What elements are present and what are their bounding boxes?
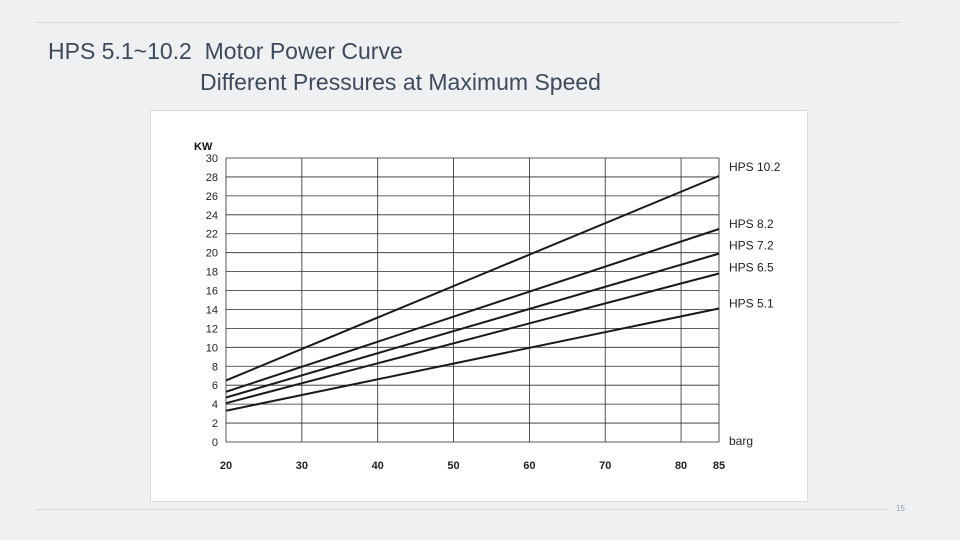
y-tick-label: 2 xyxy=(212,418,218,430)
y-tick-label: 8 xyxy=(212,361,218,373)
y-tick-label: 18 xyxy=(206,267,218,279)
y-tick-label: 26 xyxy=(206,191,218,203)
y-tick-label: 0 xyxy=(212,437,218,449)
series-label: HPS 7.2 xyxy=(729,239,774,253)
slide-title: HPS 5.1~10.2 Motor Power Curve xyxy=(48,38,403,64)
y-tick-label: 28 xyxy=(206,172,218,184)
y-tick-label: 10 xyxy=(206,342,218,354)
chart-frame: 0 2 4 6 8 10 12 14 16 18 20 22 24 26 28 30 20 30 40 50 60 70 8… xyxy=(150,110,808,502)
page-number: 15 xyxy=(896,504,905,513)
bottom-divider xyxy=(36,509,888,510)
y-tick-label: 22 xyxy=(206,229,218,241)
series-line xyxy=(225,228,720,393)
series-label: HPS 10.2 xyxy=(729,160,781,174)
y-axis-label: KW xyxy=(194,141,213,153)
series-line xyxy=(225,272,720,405)
y-tick-label: 4 xyxy=(212,399,218,411)
series-line xyxy=(225,252,720,399)
series-label: HPS 6.5 xyxy=(729,260,774,274)
y-tick-label: 30 xyxy=(206,153,218,165)
slide-subtitle: Different Pressures at Maximum Speed xyxy=(200,69,601,95)
y-tick-label: 6 xyxy=(212,380,218,392)
y-tick-label: 20 xyxy=(206,248,218,260)
x-tick-label: 40 xyxy=(372,460,384,472)
x-tick-label: 60 xyxy=(523,460,535,472)
y-tick-label: 12 xyxy=(206,323,218,335)
x-axis-label: barg xyxy=(729,434,753,448)
x-tick-label: 20 xyxy=(220,460,232,472)
top-divider xyxy=(36,22,900,23)
series-label: HPS 5.1 xyxy=(729,297,774,311)
y-tick-label: 24 xyxy=(206,210,218,222)
x-tick-label: 30 xyxy=(296,460,308,472)
series-line xyxy=(225,307,720,412)
series-line xyxy=(225,175,720,382)
y-tick-label: 14 xyxy=(206,304,218,316)
series-label: HPS 8.2 xyxy=(729,217,774,231)
x-tick-label: 70 xyxy=(599,460,611,472)
y-tick-label: 16 xyxy=(206,286,218,298)
x-tick-label: 85 xyxy=(713,460,725,472)
x-tick-label: 50 xyxy=(447,460,459,472)
x-tick-label: 80 xyxy=(675,460,687,472)
